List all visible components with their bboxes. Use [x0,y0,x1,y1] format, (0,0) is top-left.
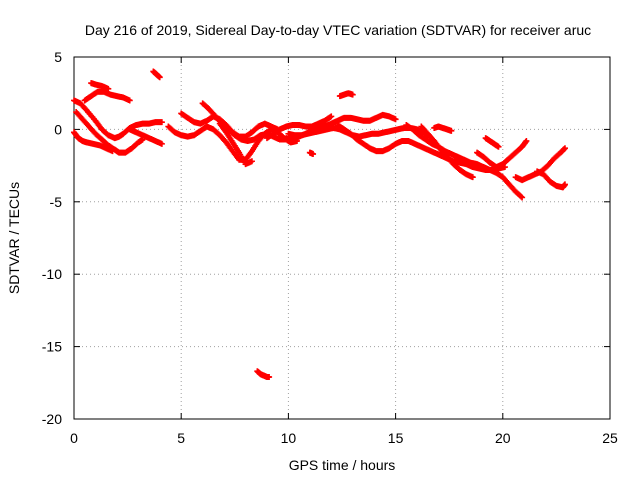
y-tick-label: 5 [54,49,62,65]
data-point [126,97,133,104]
data-point [523,137,530,144]
data-point [392,116,399,123]
x-axis-label: GPS time / hours [289,457,396,473]
series-arc-y [534,168,568,191]
data-point [156,74,163,81]
data-point [266,374,273,381]
data-point [448,127,455,134]
grid-lines [74,57,610,419]
data-point [109,148,116,155]
y-axis-label: SDTVAR / TECUs [6,182,22,294]
series-arc-g [150,68,163,81]
series-arc-b [73,109,146,156]
x-tick-label: 15 [388,430,404,446]
data-point [561,145,568,152]
y-tick-label: 0 [54,121,62,137]
series-arc-d [88,80,112,92]
series-arc-o [263,113,335,142]
chart-title: Day 216 of 2019, Sidereal Day-to-day VTE… [85,22,591,38]
series-arc-h [165,123,300,163]
series-arc-p [336,90,356,100]
data-point [248,158,255,165]
axis-ticks [73,56,611,420]
series-arc-l [254,368,273,381]
data-points [71,68,568,381]
data-point [469,174,476,181]
y-tick-labels: 5 0 -5 -10 -15 -20 [42,49,62,427]
x-tick-label: 5 [177,430,185,446]
data-point [495,143,502,150]
series-arc-e [71,129,116,155]
x-tick-label: 0 [70,430,78,446]
data-point [349,91,356,98]
series-arc-f [126,126,165,147]
y-tick-label: -5 [50,194,63,210]
data-point [310,151,317,158]
series-arc-r [334,122,508,173]
series-arc-v [482,135,502,150]
series-arc-k [216,120,255,168]
y-tick-label: -20 [42,411,62,427]
series-arc-x [512,145,568,184]
data-point [158,140,165,147]
data-point [105,85,112,92]
x-tick-label: 20 [495,430,511,446]
series-arc-t [418,123,476,181]
data-point [561,181,568,188]
x-tick-labels: 0 5 10 15 20 25 [70,430,618,446]
x-tick-label: 10 [281,430,297,446]
series-arc-q [306,149,317,158]
series-arc-c [81,88,133,104]
data-point [519,194,526,201]
y-tick-label: -10 [42,266,62,282]
data-point [518,193,525,200]
series-arc-w [474,137,530,171]
data-point [158,119,165,126]
plot-frame [73,56,611,420]
data-point [328,113,335,120]
series-arc-u [431,123,455,134]
x-tick-label: 25 [602,430,618,446]
y-tick-label: -15 [42,339,62,355]
